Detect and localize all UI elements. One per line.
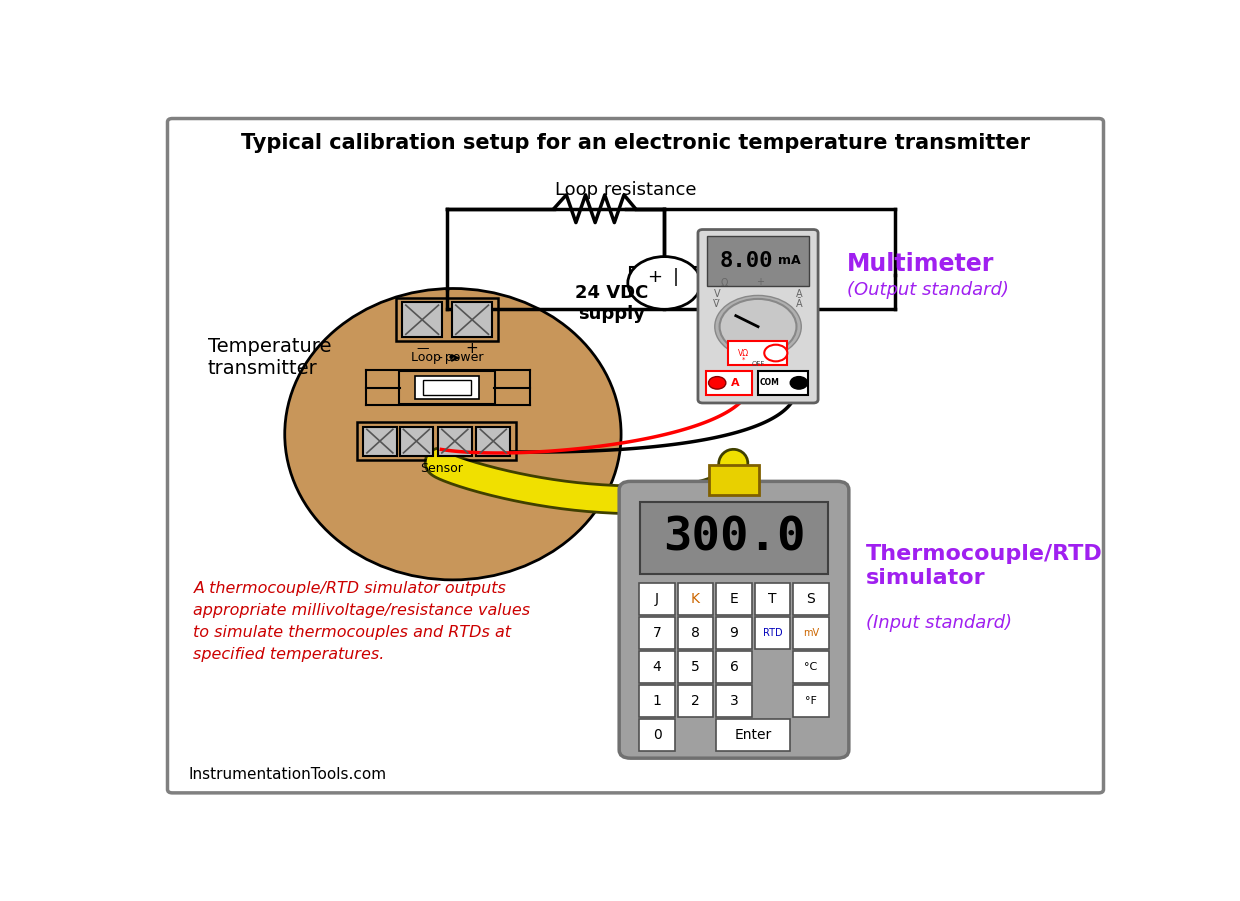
Text: (Output standard): (Output standard)	[847, 281, 1009, 299]
FancyBboxPatch shape	[640, 719, 675, 751]
Text: (Input standard): (Input standard)	[866, 614, 1012, 632]
FancyBboxPatch shape	[619, 481, 849, 758]
Text: Sensor: Sensor	[420, 462, 463, 476]
Text: A: A	[796, 289, 802, 299]
Circle shape	[719, 299, 796, 354]
FancyBboxPatch shape	[438, 426, 471, 456]
Text: 0: 0	[652, 728, 661, 742]
Text: Multimeter: Multimeter	[847, 252, 994, 277]
FancyBboxPatch shape	[640, 651, 675, 683]
FancyBboxPatch shape	[794, 686, 828, 717]
Ellipse shape	[285, 288, 621, 580]
Text: °C: °C	[805, 662, 817, 672]
Text: 8: 8	[691, 626, 701, 641]
Text: mV: mV	[802, 628, 818, 638]
FancyBboxPatch shape	[794, 583, 828, 615]
Text: 5: 5	[691, 660, 699, 674]
Text: +: +	[756, 277, 764, 287]
Text: mA: mA	[777, 254, 801, 268]
Text: Loop resistance: Loop resistance	[556, 181, 697, 199]
Text: OFF: OFF	[751, 361, 765, 368]
Text: VΩ: VΩ	[738, 349, 749, 358]
Text: A: A	[732, 378, 740, 387]
Circle shape	[714, 296, 801, 358]
Text: 6: 6	[729, 660, 739, 674]
Text: |: |	[673, 268, 678, 287]
Text: 9: 9	[729, 626, 739, 641]
FancyBboxPatch shape	[451, 303, 492, 337]
FancyBboxPatch shape	[630, 267, 699, 296]
Text: Thermocouple/RTD
simulator: Thermocouple/RTD simulator	[866, 544, 1102, 587]
Text: - •: - •	[439, 350, 456, 365]
Circle shape	[627, 257, 701, 309]
Text: 3: 3	[729, 695, 738, 708]
Text: Typical calibration setup for an electronic temperature transmitter: Typical calibration setup for an electro…	[241, 132, 1030, 153]
FancyBboxPatch shape	[709, 466, 759, 495]
Circle shape	[790, 377, 807, 389]
Text: J: J	[655, 592, 660, 606]
FancyBboxPatch shape	[717, 617, 751, 650]
Text: +: +	[466, 341, 479, 357]
Text: InstrumentationTools.com: InstrumentationTools.com	[188, 767, 387, 782]
Text: E: E	[729, 592, 738, 606]
Circle shape	[764, 345, 787, 361]
Text: A thermocouple/RTD simulator outputs
appropriate millivoltage/resistance values
: A thermocouple/RTD simulator outputs app…	[193, 581, 531, 662]
FancyBboxPatch shape	[363, 426, 397, 456]
FancyBboxPatch shape	[423, 380, 471, 395]
Circle shape	[708, 377, 725, 389]
Text: S: S	[806, 592, 815, 606]
FancyBboxPatch shape	[758, 371, 807, 395]
Text: 4: 4	[652, 660, 661, 674]
Text: Temperature
transmitter: Temperature transmitter	[208, 337, 331, 378]
Text: *: *	[742, 356, 745, 362]
Text: 2: 2	[691, 695, 699, 708]
FancyBboxPatch shape	[707, 236, 810, 286]
Text: K: K	[691, 592, 701, 606]
FancyBboxPatch shape	[794, 651, 828, 683]
Text: V̄: V̄	[713, 299, 719, 309]
FancyBboxPatch shape	[755, 583, 790, 615]
FancyBboxPatch shape	[640, 502, 828, 574]
FancyBboxPatch shape	[717, 651, 751, 683]
FancyBboxPatch shape	[415, 376, 479, 399]
Text: RTD: RTD	[763, 628, 782, 638]
Text: —: —	[415, 342, 428, 355]
FancyBboxPatch shape	[402, 303, 443, 337]
FancyBboxPatch shape	[717, 686, 751, 717]
Text: Enter: Enter	[734, 728, 771, 742]
Text: +: +	[647, 268, 662, 287]
Text: 300.0: 300.0	[662, 515, 805, 560]
Text: Ω: Ω	[720, 278, 728, 288]
FancyBboxPatch shape	[678, 583, 713, 615]
FancyBboxPatch shape	[399, 426, 433, 456]
Text: 24 VDC
supply: 24 VDC supply	[575, 285, 649, 323]
FancyBboxPatch shape	[717, 719, 790, 751]
FancyBboxPatch shape	[698, 230, 818, 403]
FancyBboxPatch shape	[728, 341, 787, 365]
FancyBboxPatch shape	[706, 371, 751, 395]
FancyBboxPatch shape	[167, 119, 1104, 793]
Text: 7: 7	[652, 626, 661, 641]
Text: 1: 1	[652, 695, 662, 708]
Text: Ā: Ā	[796, 299, 802, 309]
Text: Loop power: Loop power	[410, 350, 484, 364]
FancyBboxPatch shape	[640, 583, 675, 615]
Text: T: T	[769, 592, 776, 606]
FancyBboxPatch shape	[640, 617, 675, 650]
FancyBboxPatch shape	[755, 617, 790, 650]
Text: V: V	[714, 289, 720, 299]
FancyBboxPatch shape	[678, 617, 713, 650]
Text: °F: °F	[805, 696, 817, 706]
FancyBboxPatch shape	[794, 617, 828, 650]
Text: 8.00: 8.00	[719, 250, 773, 270]
FancyBboxPatch shape	[678, 686, 713, 717]
FancyBboxPatch shape	[717, 583, 751, 615]
FancyBboxPatch shape	[476, 426, 510, 456]
FancyBboxPatch shape	[640, 686, 675, 717]
FancyBboxPatch shape	[678, 651, 713, 683]
Text: COM: COM	[760, 378, 780, 387]
